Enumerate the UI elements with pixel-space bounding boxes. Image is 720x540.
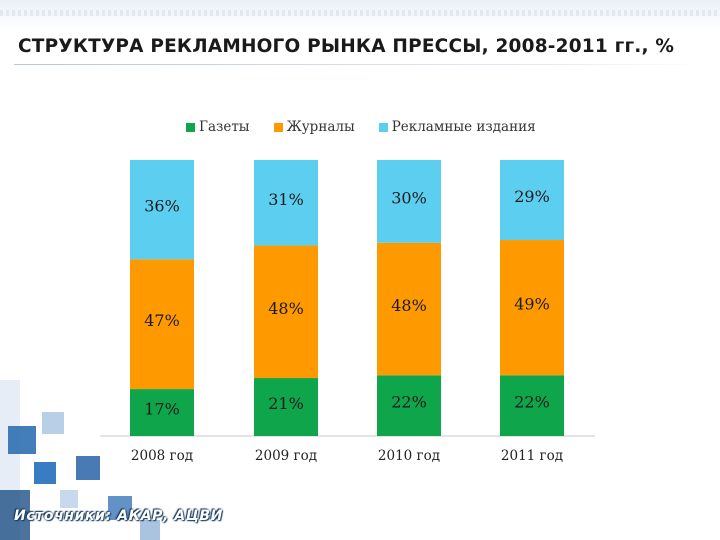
chart-legend: Газеты Журналы Рекламные издания <box>186 119 560 135</box>
decor-square <box>76 456 100 480</box>
page-title: СТРУКТУРА РЕКЛАМНОГО РЫНКА ПРЕССЫ, 2008-… <box>18 36 675 57</box>
decor-square <box>34 462 56 484</box>
x-tick-label-1: 2008 год <box>131 448 193 464</box>
bar-reklamnye-1 <box>130 160 194 260</box>
legend-swatch-reklamnye <box>378 122 388 132</box>
data-label-gazety-1: 17% <box>144 400 180 419</box>
decor-square <box>140 520 160 540</box>
data-label-gazety-4: 22% <box>514 393 550 412</box>
bar-zhurnaly-2 <box>254 245 318 379</box>
x-tick-label-2: 2009 год <box>255 448 317 464</box>
decor-square <box>8 426 36 454</box>
data-label-gazety-2: 21% <box>268 394 304 413</box>
decor-square <box>60 490 78 508</box>
header-band <box>0 0 720 30</box>
data-label-reklamnye-3: 30% <box>391 188 427 207</box>
legend-label-gazety: Газеты <box>199 119 250 135</box>
legend-label-reklamnye: Рекламные издания <box>391 119 536 135</box>
bar-zhurnaly-1 <box>130 259 194 390</box>
bar-gazety-1 <box>130 389 194 436</box>
data-label-zhurnaly-4: 49% <box>514 295 550 314</box>
legend-item-reklamnye: Рекламные издания <box>378 119 536 135</box>
legend-label-zhurnaly: Журналы <box>286 119 355 135</box>
legend-item-zhurnaly: Журналы <box>273 119 355 135</box>
x-tick-label-3: 2010 год <box>378 448 440 464</box>
bar-zhurnaly-4 <box>500 240 564 376</box>
data-label-zhurnaly-1: 47% <box>144 311 180 330</box>
data-label-reklamnye-1: 36% <box>144 197 180 216</box>
x-tick-label-4: 2011 год <box>501 448 563 464</box>
decor-square <box>108 496 132 520</box>
data-label-reklamnye-2: 31% <box>268 190 304 209</box>
bar-gazety-4 <box>500 375 564 436</box>
title-divider <box>14 64 704 65</box>
bar-zhurnaly-3 <box>377 242 441 376</box>
data-label-reklamnye-4: 29% <box>514 187 550 206</box>
bar-reklamnye-3 <box>377 160 441 243</box>
data-label-zhurnaly-2: 48% <box>268 299 304 318</box>
bar-gazety-2 <box>254 378 318 436</box>
data-label-gazety-3: 22% <box>391 393 427 412</box>
bar-gazety-3 <box>377 375 441 436</box>
bar-reklamnye-2 <box>254 160 318 246</box>
source-note: Источники: АКАР, АЦВИ <box>14 508 224 524</box>
legend-swatch-gazety <box>186 122 195 132</box>
decor-square <box>0 490 30 540</box>
bar-reklamnye-4 <box>500 160 564 241</box>
legend-swatch-zhurnaly <box>273 122 283 132</box>
legend-item-gazety: Газеты <box>186 119 250 135</box>
data-label-zhurnaly-3: 48% <box>391 296 427 315</box>
decor-square <box>42 412 64 434</box>
